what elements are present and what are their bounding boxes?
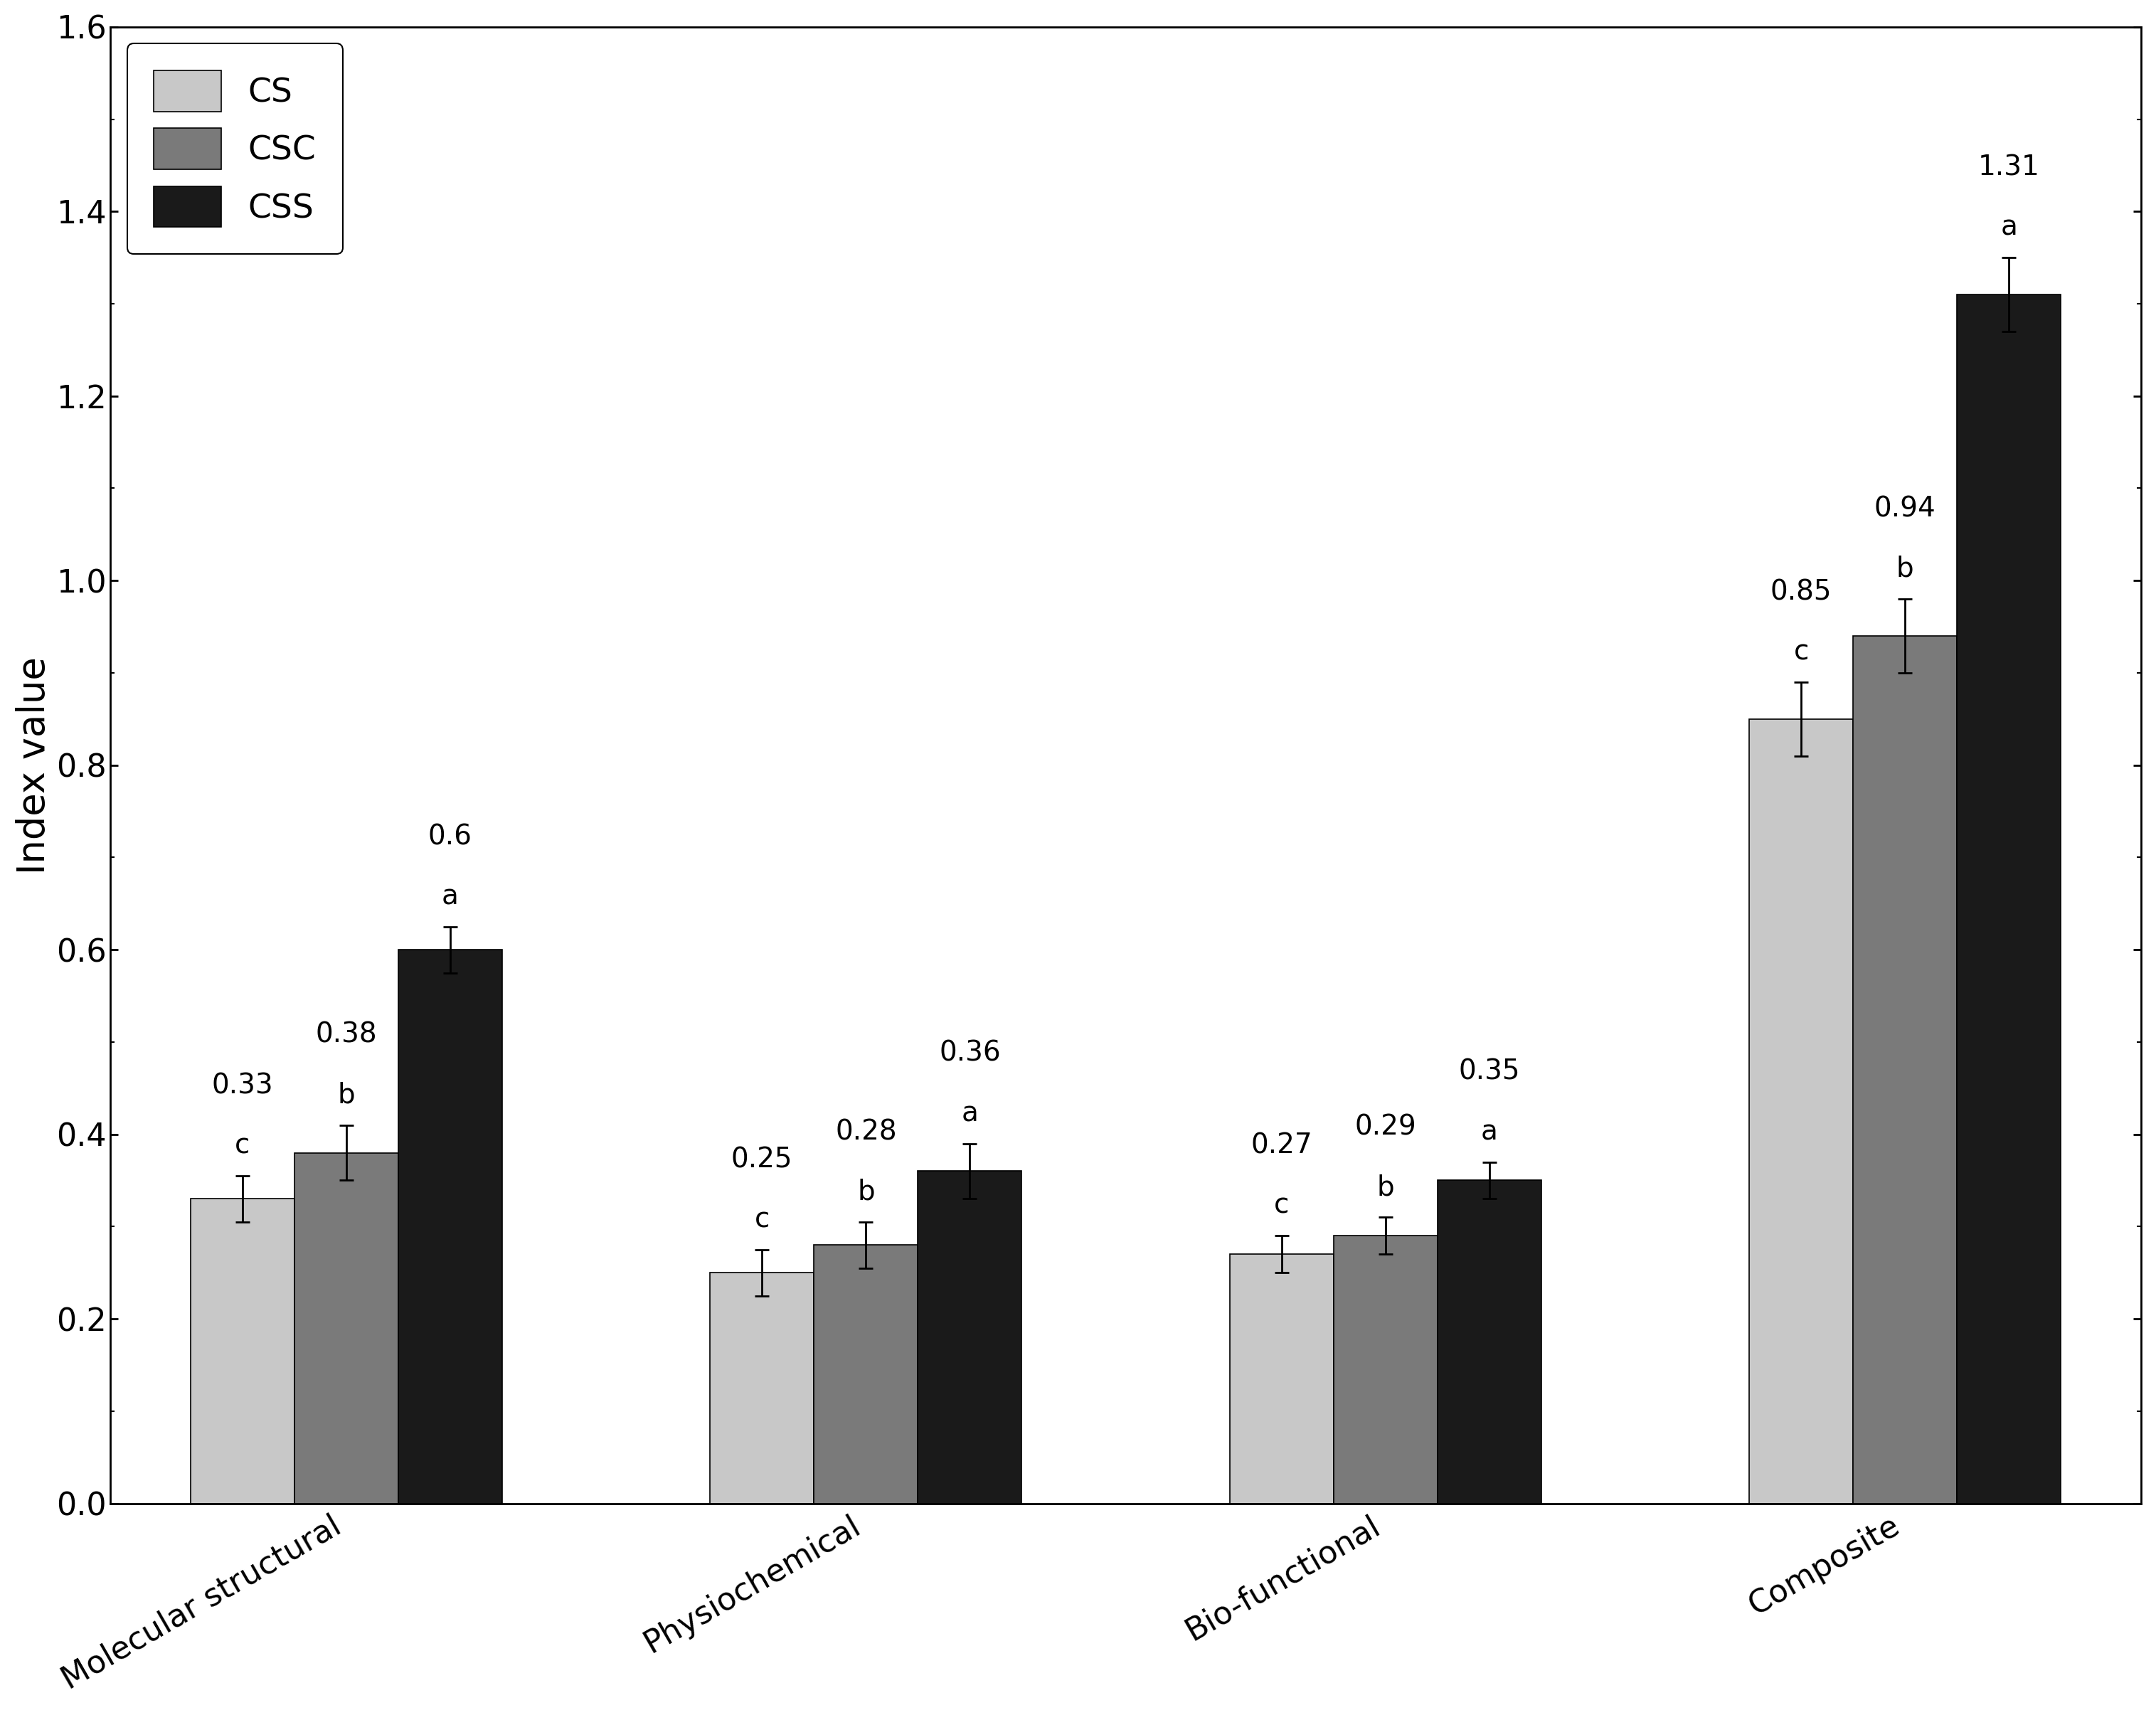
Text: b: b (858, 1178, 875, 1206)
Text: 0.35: 0.35 (1460, 1058, 1520, 1086)
Bar (1335, 1236, 1438, 1503)
Text: a: a (2001, 214, 2018, 241)
Text: 0.33: 0.33 (211, 1072, 274, 1100)
Text: a: a (1481, 1118, 1498, 1146)
Bar (1438, 1180, 1542, 1503)
Bar (190, 1199, 295, 1503)
Text: 0.25: 0.25 (731, 1146, 793, 1173)
Bar (1852, 636, 1958, 1503)
Bar (709, 1272, 815, 1503)
Text: 0.85: 0.85 (1770, 578, 1833, 605)
Legend: CS, CSC, CSS: CS, CSC, CSS (127, 44, 343, 255)
Text: c: c (755, 1206, 770, 1233)
Bar (1749, 718, 1852, 1503)
Text: a: a (962, 1100, 979, 1127)
Text: 0.38: 0.38 (315, 1021, 377, 1048)
Y-axis label: Index value: Index value (15, 657, 52, 874)
Bar (815, 1245, 918, 1503)
Text: b: b (1897, 556, 1915, 583)
Text: 0.6: 0.6 (429, 823, 472, 850)
Text: b: b (1378, 1173, 1395, 1200)
Text: 0.94: 0.94 (1874, 496, 1936, 523)
Bar (1958, 294, 2061, 1503)
Text: 0.28: 0.28 (834, 1118, 897, 1146)
Text: c: c (1274, 1192, 1289, 1219)
Bar (399, 949, 502, 1503)
Text: c: c (235, 1132, 250, 1159)
Text: c: c (1794, 638, 1809, 665)
Text: b: b (338, 1081, 356, 1108)
Text: 0.27: 0.27 (1250, 1132, 1313, 1159)
Bar (1229, 1253, 1335, 1503)
Bar (295, 1153, 399, 1503)
Bar (918, 1171, 1022, 1503)
Text: 1.31: 1.31 (1977, 154, 2040, 181)
Text: 0.36: 0.36 (940, 1040, 1000, 1067)
Text: a: a (442, 882, 459, 910)
Text: 0.29: 0.29 (1354, 1113, 1416, 1141)
